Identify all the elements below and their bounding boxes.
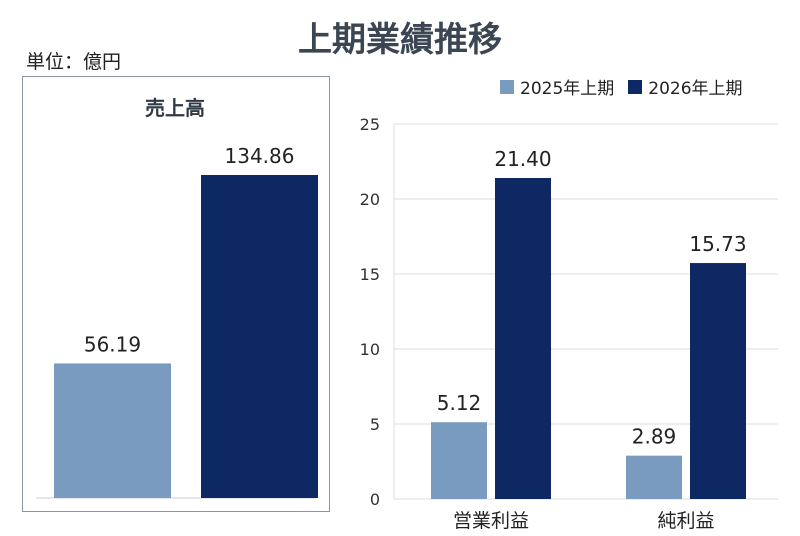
legend: 2025年上期 2026年上期 [500,74,743,99]
y-tick-label: 15 [360,265,380,284]
data-label-net-profit-2026: 15.73 [689,232,746,256]
sales-bar-2025 [54,363,171,498]
legend-swatch-2025 [500,79,514,94]
legend-item-2025: 2025年上期 [500,74,614,99]
y-tick-label: 10 [360,340,380,359]
x-category-label: 純利益 [657,510,714,532]
sales-data-label-2025: 56.19 [84,332,141,356]
sales-bar-2026 [201,175,318,498]
x-category-label: 営業利益 [453,510,529,532]
legend-swatch-2026 [628,79,643,94]
y-tick-label: 20 [360,190,380,209]
legend-label-2025: 2025年上期 [520,79,615,99]
bar-net-profit-2025 [626,455,682,499]
data-label-net-profit-2025: 2.89 [632,425,677,449]
bar-net-profit-2026 [690,263,746,499]
legend-item-2026: 2026年上期 [628,74,743,99]
chart-title: 上期業績推移 [298,20,502,60]
data-label-operating-profit-2026: 21.40 [494,147,551,171]
y-tick-label: 25 [360,115,380,134]
sales-panel-title: 売上高 [145,96,205,120]
legend-label-2026: 2026年上期 [648,79,743,99]
bar-operating-profit-2026 [495,178,551,499]
sales-data-label-2026: 134.86 [225,144,295,168]
bar-operating-profit-2025 [431,422,487,499]
data-label-operating-profit-2025: 5.12 [437,391,482,415]
unit-label: 単位：億円 [26,51,122,73]
y-tick-label: 0 [370,490,380,509]
y-tick-label: 5 [370,415,380,434]
